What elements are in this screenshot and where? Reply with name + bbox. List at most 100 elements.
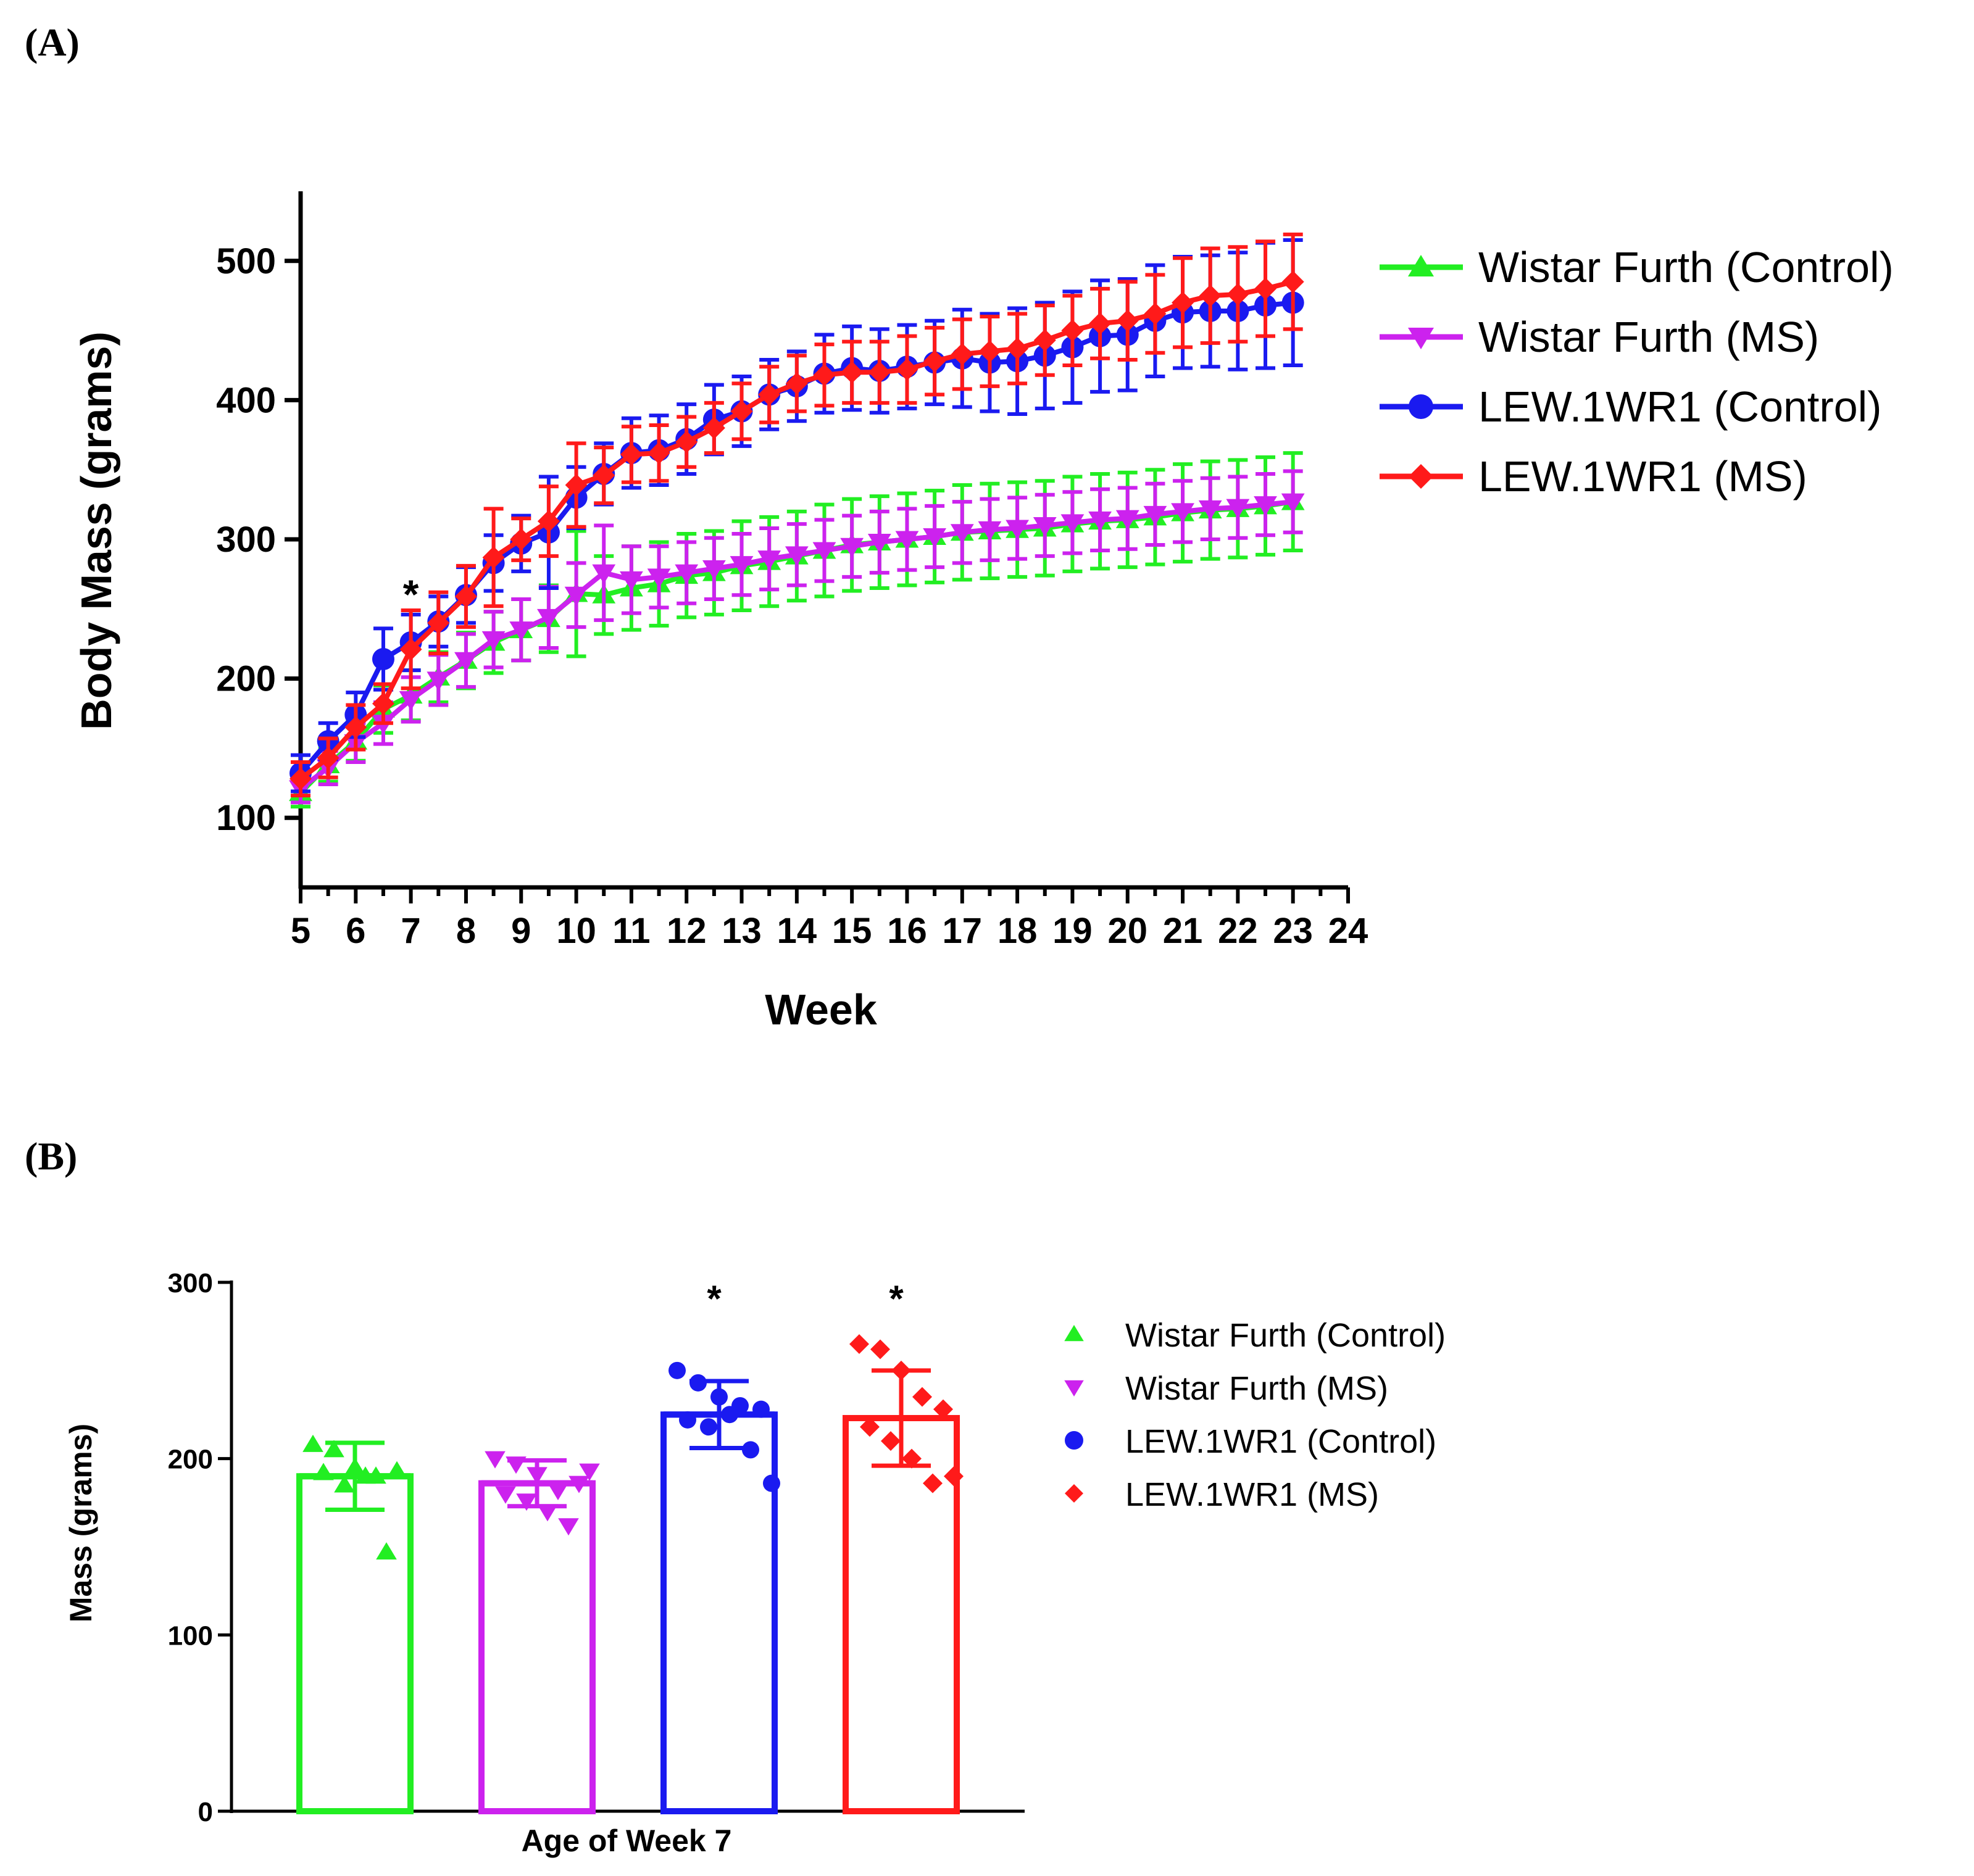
panel-a-data-point: [1006, 337, 1029, 360]
panel-a-x-tick-label: 22: [1218, 911, 1258, 951]
panel-a-y-tick-label: 100: [216, 798, 276, 838]
panel-b-x-axis-title: Age of Week 7: [522, 1824, 732, 1858]
panel-a-data-point: [1226, 283, 1249, 305]
panel-a-data-point: [1006, 520, 1030, 539]
panel-b-legend-marker: [1064, 1380, 1084, 1397]
panel-a-data-point: [372, 692, 394, 715]
panel-b-data-point: [860, 1417, 880, 1437]
panel-b-data-point: [944, 1466, 964, 1487]
panel-a-data-point: [867, 534, 891, 554]
panel-b-bar: [660, 1411, 778, 1814]
panel-a-data-point: [1033, 517, 1057, 537]
panel-a-data-point: [951, 342, 973, 365]
panel-a-data-point: [812, 542, 836, 562]
panel-a-data-point: [1089, 312, 1112, 335]
panel-a-y-tick-label: 400: [216, 380, 276, 420]
panel-a-data-point: [537, 510, 560, 533]
panel-a-y-axis-title: Body Mass (grams): [72, 331, 120, 730]
panel-b-data-point: [302, 1434, 323, 1452]
panel-a-data-point: [841, 361, 864, 384]
panel-a-data-point: [1281, 270, 1304, 293]
panel-a-data-point: [1172, 291, 1194, 314]
panel-b-data-point: [763, 1474, 780, 1492]
panel-a-x-axis-title: Week: [765, 986, 877, 1034]
panel-b-data-point: [334, 1475, 355, 1493]
panel-a-data-point: [648, 442, 670, 465]
panel-a-x-tick-label: 12: [667, 911, 707, 951]
panel-b-legend-item: Wistar Furth (Control): [1064, 1317, 1446, 1354]
panel-a-data-point: [978, 340, 1001, 363]
panel-a-x-tick-label: 6: [346, 911, 365, 951]
panel-a-data-point: [1060, 514, 1085, 534]
panel-b-data-point: [933, 1399, 953, 1419]
panel-a-data-point: [785, 372, 808, 395]
panel-a-data-point: [509, 621, 533, 641]
panel-a-data-point: [399, 638, 422, 661]
panel-b-data-point: [742, 1441, 759, 1459]
panel-a-legend-label: LEW.1WR1 (MS): [1478, 452, 1807, 500]
panel-b-data-point: [700, 1418, 717, 1436]
panel-b-bar-group-0: [296, 1434, 414, 1815]
panel-b-y-axis-title: Mass (grams): [64, 1424, 98, 1622]
panel-a-data-point: [1171, 503, 1194, 523]
panel-b-data-point: [579, 1463, 600, 1481]
panel-a-x-tick-label: 8: [456, 911, 476, 951]
panel-a-data-point: [923, 528, 947, 548]
panel-a-data-point: [317, 747, 339, 770]
panel-a-series-3: [289, 232, 1304, 798]
panel-a-x-tick-label: 20: [1107, 911, 1147, 951]
panel-a-data-point: [702, 560, 726, 580]
panel-b-legend-label: Wistar Furth (Control): [1125, 1317, 1446, 1354]
panel-a-data-point: [1033, 329, 1056, 352]
panel-a-data-point: [1116, 309, 1139, 332]
panel-a-data-point: [923, 350, 946, 373]
panel-a-data-point: [950, 524, 974, 544]
panel-b-y-tick-label: 0: [198, 1797, 213, 1827]
panel-a-legend-item: LEW.1WR1 (MS): [1380, 452, 1807, 500]
panel-a-legend-marker: [1408, 328, 1434, 349]
panel-a-data-point: [399, 691, 423, 711]
panel-a-data-point: [868, 361, 891, 384]
panel-b-label: (B): [25, 1134, 77, 1178]
panel-a-x-tick-label: 5: [291, 911, 310, 951]
panel-a-data-point: [454, 585, 477, 608]
panel-b-data-point: [558, 1518, 579, 1536]
panel-a-data-point: [647, 568, 671, 588]
panel-b-data-point: [376, 1542, 397, 1560]
panel-a-data-point: [564, 586, 588, 607]
panel-b-data-point: [516, 1493, 537, 1511]
panel-a-x-tick-label: 9: [511, 911, 531, 951]
panel-a-legend-marker: [1408, 255, 1434, 276]
panel-a-x-tick-label: 23: [1273, 911, 1313, 951]
panel-b-data-point: [537, 1504, 558, 1522]
panel-b-data-point: [323, 1440, 344, 1458]
panel-b-legend-item: Wistar Furth (MS): [1064, 1370, 1388, 1407]
panel-b-legend: Wistar Furth (Control) Wistar Furth (MS) L…: [1064, 1317, 1446, 1513]
panel-a-y-tick-label: 500: [216, 241, 276, 281]
panel-a-legend-label: Wistar Furth (MS): [1478, 313, 1819, 361]
panel-a-data-point: [289, 768, 312, 791]
panel-a-data-point: [757, 550, 781, 570]
panel-b-bar: [478, 1480, 596, 1814]
panel-b-bars: * *: [296, 1278, 964, 1815]
panel-a-data-point: [1281, 493, 1305, 513]
panel-a-x-tick-label: 11: [612, 911, 650, 951]
panel-b-bar-group-1: [478, 1451, 600, 1814]
panel-a-legend: Wistar Furth (Control) Wistar Furth (MS) L…: [1380, 243, 1894, 500]
panel-a-y-tick-label: 200: [216, 659, 276, 699]
panel-a-x-tick-label: 18: [997, 911, 1038, 951]
panel-a-x-tick-label: 21: [1163, 911, 1203, 951]
panel-a-legend-marker: [1409, 394, 1433, 419]
panel-b-legend-item: LEW.1WR1 (Control): [1065, 1423, 1436, 1460]
panel-a-x-tick-label: 10: [556, 911, 596, 951]
panel-a-data-point: [510, 528, 533, 550]
panel-a-x-tick-label: 15: [832, 911, 872, 951]
panel-a-data-point: [1115, 510, 1139, 530]
panel-a-data-point: [482, 546, 505, 569]
panel-b-y-tick-label: 100: [168, 1621, 213, 1651]
panel-a-legend-item: Wistar Furth (Control): [1380, 243, 1894, 291]
panel-b-data-point: [849, 1334, 869, 1354]
panel-a-data-point: [1254, 496, 1277, 516]
